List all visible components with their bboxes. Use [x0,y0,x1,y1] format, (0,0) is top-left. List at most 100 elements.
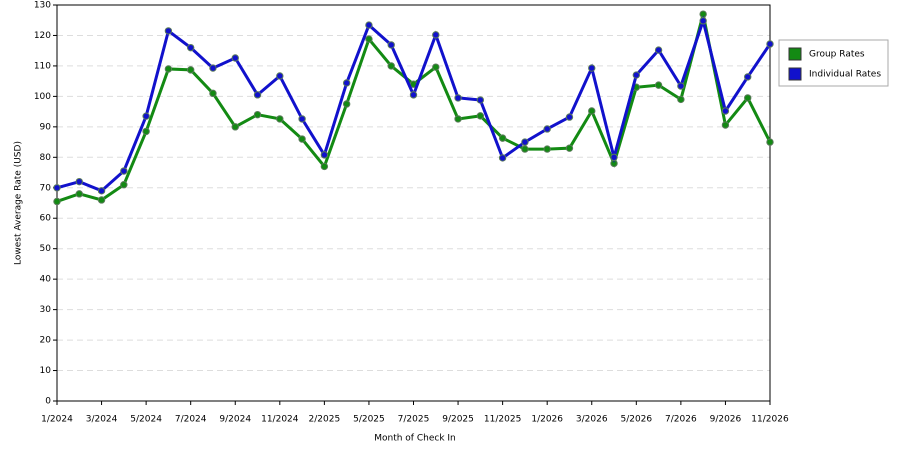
legend-label: Individual Rates [809,70,881,80]
point [253,91,262,99]
y-tick-label: 50 [40,244,52,254]
point [409,91,418,99]
point [298,135,306,143]
y-tick-label: 60 [40,214,52,224]
point [744,73,752,81]
point [387,41,395,49]
point [320,162,329,171]
point [231,123,239,131]
point [209,64,217,72]
point [365,35,373,43]
point [120,167,128,175]
point [97,187,106,195]
point [53,184,61,192]
point [654,81,663,89]
point [298,115,306,123]
plot-frame [56,4,771,402]
y-tick-label: 80 [40,153,52,163]
point [164,27,173,35]
y-tick-label: 130 [34,1,51,11]
x-tick-label: 7/2025 [398,415,430,425]
point [142,112,150,120]
y-tick-label: 110 [34,61,51,71]
point [387,62,395,70]
point [186,66,195,74]
point [476,96,485,104]
y-tick-label: 120 [34,31,51,41]
point [75,177,83,186]
point [498,134,507,142]
point [543,125,551,133]
point [766,138,774,146]
point [53,197,61,206]
point [476,112,485,120]
point [565,144,574,152]
x-tick-label: 3/2026 [576,415,608,425]
point [699,17,707,25]
point [721,107,730,115]
x-tick-label: 1/2024 [41,415,73,425]
y-tick-label: 90 [40,122,52,132]
point [209,89,217,98]
y-tick-label: 100 [34,92,51,102]
x-tick-label: 11/2026 [751,415,789,425]
point [543,145,551,153]
point [588,107,596,115]
point [588,64,596,72]
x-tick-label: 5/2025 [353,415,385,425]
point [276,115,284,123]
x-tick-label: 7/2024 [175,415,207,425]
x-tick-label: 7/2026 [665,415,697,425]
legend-label: Group Rates [809,50,865,60]
y-tick-label: 30 [40,305,52,315]
x-tick-label: 1/2026 [531,415,563,425]
point [454,115,462,123]
legend-swatch [788,47,802,61]
point [231,54,239,62]
point [677,95,685,104]
series-line [56,15,772,193]
y-tick-label: 0 [45,397,51,407]
y-tick-label: 10 [40,366,52,376]
point [432,31,440,39]
x-tick-label: 5/2026 [620,415,652,425]
point [75,190,83,198]
x-tick-label: 5/2024 [130,415,162,425]
x-tick-label: 3/2024 [86,415,118,425]
point [654,46,663,54]
point [342,79,351,87]
y-tick-label: 40 [40,275,52,285]
point [365,21,373,29]
point [454,94,462,102]
point [432,63,440,71]
point [142,127,150,136]
x-tick-label: 2/2025 [309,415,341,425]
point [342,100,351,108]
point [721,121,730,129]
point [677,82,685,90]
x-tick-label: 9/2026 [710,415,742,425]
point [276,72,284,80]
point [498,154,507,162]
point [610,153,618,162]
point [97,196,106,204]
point [186,43,195,52]
point [744,94,752,102]
y-tick-label: 70 [40,183,52,193]
y-axis-title: Lowest Average Rate (USD) [14,141,24,265]
point [632,71,641,79]
point [521,145,529,153]
point [521,138,529,146]
point [120,181,128,189]
point [565,113,574,121]
point [164,65,173,73]
legend-swatch [788,67,802,81]
x-tick-label: 9/2025 [442,415,474,425]
x-tick-label: 9/2024 [219,415,251,425]
x-tick-label: 11/2024 [261,415,299,425]
x-axis-title: Month of Check In [374,434,456,444]
point [253,110,262,119]
point [766,40,774,48]
x-tick-label: 11/2025 [484,415,521,425]
